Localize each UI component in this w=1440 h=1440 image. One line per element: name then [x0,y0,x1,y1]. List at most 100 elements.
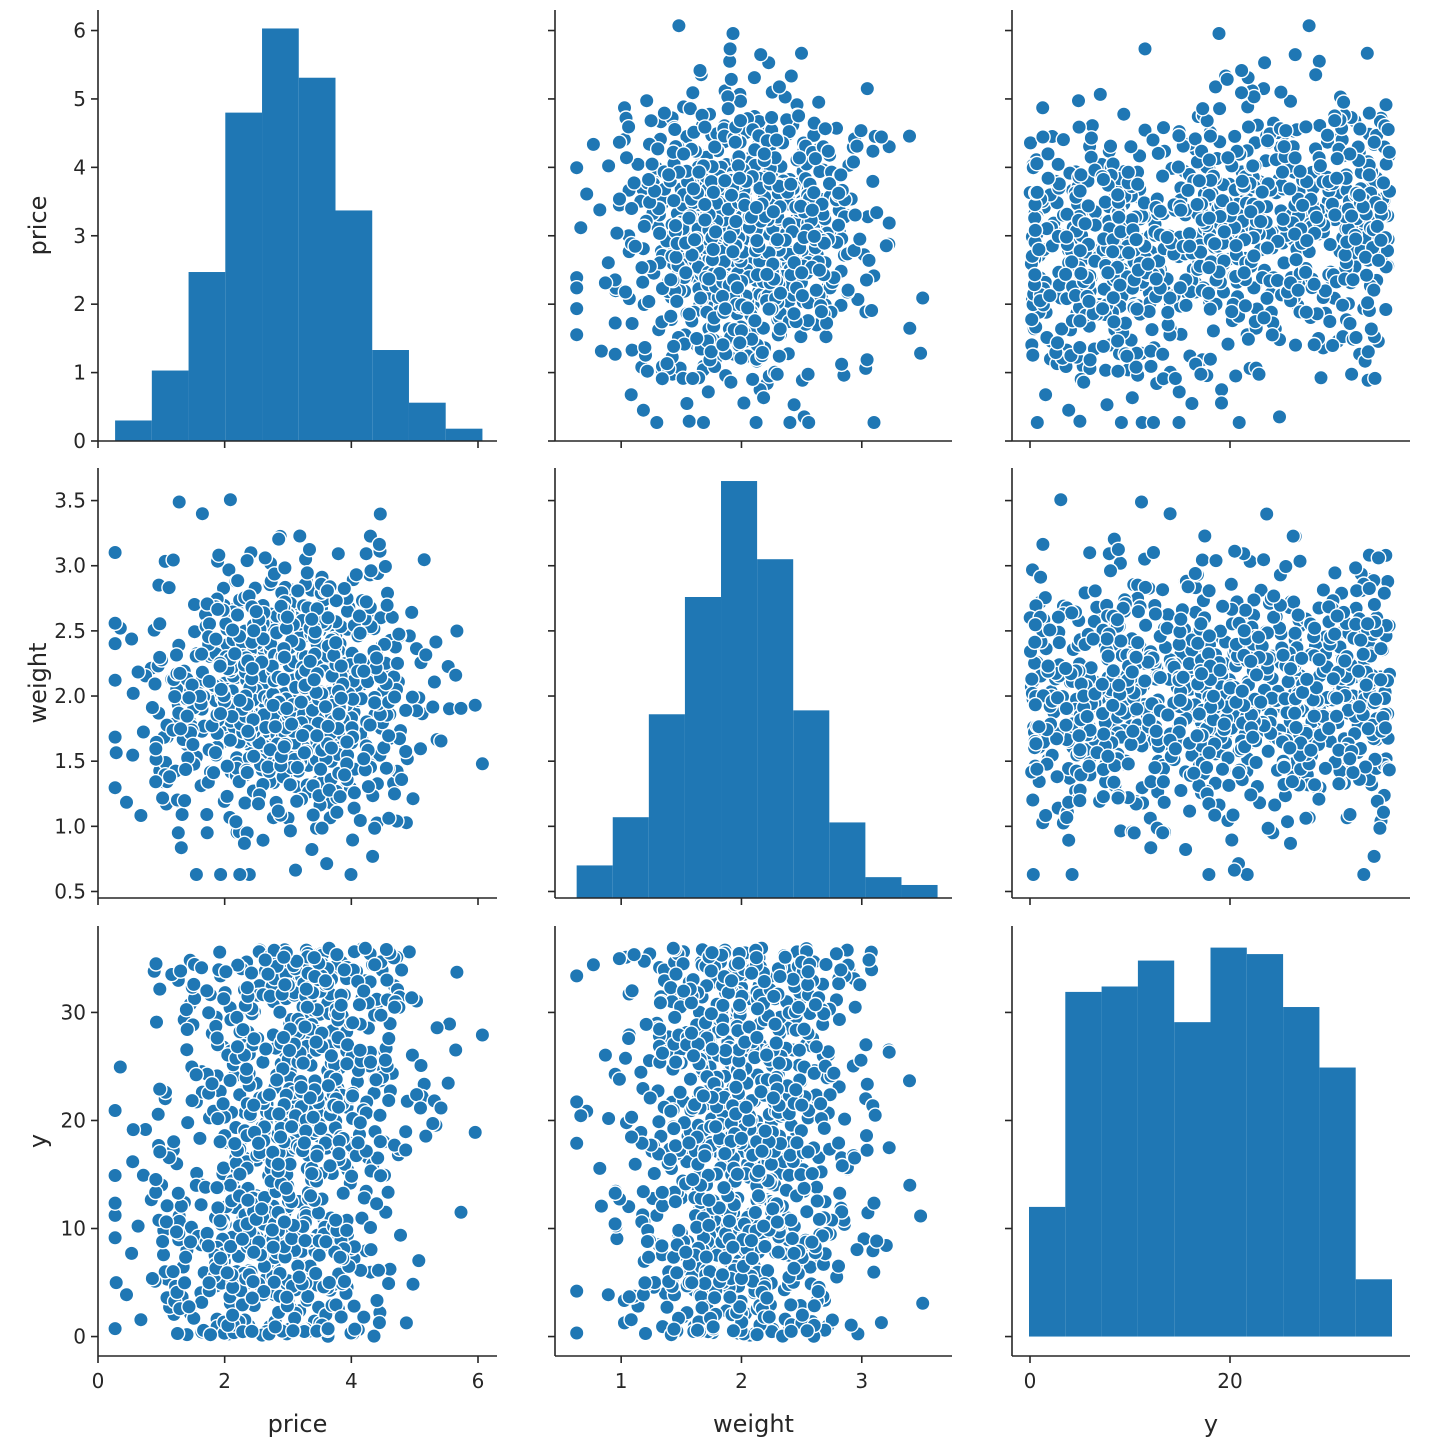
scatter-point-weight-vs-price-238 [270,531,287,547]
scatter-point-price-vs-weight-506 [914,290,931,306]
scatter-point-price-vs-weight-903 [772,285,789,302]
scatter-point-weight-vs-price-614 [147,773,164,790]
scatter-point-weight-vs-y-858 [1071,727,1088,744]
scatter-point-weight-vs-y-996 [1058,700,1075,717]
scatter-point-y-vs-price-733 [193,1196,210,1213]
scatter-point-weight-vs-price-69 [318,855,335,872]
scatter-point-price-vs-y-883 [1237,297,1254,314]
scatter-point-price-vs-weight-897 [705,184,722,201]
scatter-point-weight-vs-price-968 [279,609,296,625]
scatter-point-weight-vs-price-340 [165,552,182,568]
scatter-point-weight-vs-price-518 [107,729,124,745]
hist-bar-weight-0 [576,865,613,898]
scatter-point-weight-vs-y-892 [1355,646,1372,663]
scatter-point-price-vs-y-479 [1211,25,1227,42]
scatter-point-price-vs-weight-32 [912,345,929,362]
scatter-point-price-vs-y-938 [1335,94,1352,111]
scatter-point-weight-vs-price-611 [289,583,306,599]
scatter-point-y-vs-price-597 [243,965,260,981]
scatter-point-weight-vs-price-231 [125,685,142,702]
scatter-point-y-vs-price-609 [173,1198,190,1215]
scatter-point-weight-vs-price-32 [171,494,188,510]
scatter-point-price-vs-weight-277 [850,291,866,308]
scatter-point-price-vs-weight-632 [635,402,652,419]
scatter-point-weight-vs-y-810 [1060,832,1077,849]
scatter-point-y-vs-price-389 [392,1227,409,1244]
scatter-point-y-vs-price-507 [108,1274,125,1291]
scatter-points-weight-vs-price [107,491,491,883]
scatter-point-weight-vs-y-924 [1100,748,1116,765]
scatter-point-y-vs-price-706 [271,1004,288,1021]
scatter-point-price-vs-y-994 [1035,129,1051,145]
scatter-point-price-vs-weight-6 [648,414,665,431]
scatter-point-price-vs-weight-531 [744,371,761,388]
scatter-point-price-vs-weight-894 [686,231,703,248]
scatter-point-weight-vs-price-508 [237,795,253,811]
scatter-point-weight-vs-y-746 [1024,792,1041,808]
y-tick-label: 4 [73,155,86,179]
scatter-point-weight-vs-y-932 [1175,669,1192,686]
scatter-point-price-vs-weight-984 [748,199,765,216]
scatter-point-price-vs-weight-968 [806,228,823,245]
scatter-point-weight-vs-price-662 [474,755,491,772]
scatter-point-weight-vs-y-812 [1136,673,1153,689]
scatter-point-y-vs-price-185 [410,1252,427,1269]
hist-bar-weight-6 [793,710,830,898]
scatter-point-y-vs-price-511 [453,1204,469,1221]
scatter-point-price-vs-y-972 [1234,173,1251,190]
scatter-point-y-vs-price-654 [335,1185,352,1202]
hist-bar-weight-3 [684,597,722,898]
scatter-point-price-vs-weight-991 [705,241,722,258]
scatter-point-weight-vs-price-993 [276,560,293,576]
scatter-point-weight-vs-price-971 [275,671,292,688]
scatter-point-y-vs-price-783 [107,1167,124,1184]
scatter-point-y-vs-price-834 [200,1238,217,1254]
scatter-point-weight-vs-y-497 [1280,673,1297,690]
scatter-point-price-vs-weight-279 [783,68,800,84]
scatter-point-price-vs-y-271 [1361,105,1378,122]
scatter-point-y-vs-price-705 [352,1114,369,1131]
scatter-point-price-vs-y-82 [1256,54,1273,71]
scatter-point-price-vs-y-487 [1109,333,1126,349]
scatter-point-price-vs-y-982 [1326,112,1343,129]
scatter-point-weight-vs-y-972 [1234,683,1251,700]
scatter-point-price-vs-y-951 [1287,149,1304,166]
scatter-point-weight-vs-price-990 [270,803,287,819]
scatter-point-price-vs-y-963 [1288,251,1305,268]
scatter-point-price-vs-weight-772 [849,138,865,155]
scatter-point-y-vs-price-770 [151,1144,168,1160]
scatter-point-weight-vs-y-519 [1376,585,1393,602]
scatter-point-weight-vs-price-222 [364,848,381,865]
scatter-point-weight-vs-price-554 [426,674,443,690]
scatter-point-price-vs-y-945 [1129,176,1146,193]
scatter-point-price-vs-weight-780 [668,249,684,266]
scatter-point-price-vs-weight-696 [607,346,624,363]
scatter-point-weight-vs-y-245 [1331,775,1347,792]
scatter-point-weight-vs-y-787 [1298,810,1314,827]
scatter-point-weight-vs-y-789 [1275,647,1292,664]
scatter-point-weight-vs-price-620 [348,566,365,583]
y-tick-label: 2 [73,292,86,316]
scatter-point-weight-vs-price-907 [171,665,188,682]
scatter-point-weight-vs-y-396 [1221,777,1237,794]
scatter-point-weight-vs-y-645 [1049,768,1066,785]
scatter-point-weight-vs-price-787 [380,810,397,827]
scatter-point-weight-vs-price-501 [107,544,124,561]
scatter-point-price-vs-y-729 [1170,159,1187,175]
scatter-point-weight-vs-price-826 [299,565,316,581]
scatter-point-weight-vs-price-995 [333,658,350,674]
scatter-point-price-vs-weight-990 [627,238,644,255]
scatter-point-y-vs-price-871 [336,1273,353,1290]
scatter-point-price-vs-weight-950 [662,271,679,288]
scatter-point-weight-vs-price-802 [177,761,194,778]
scatter-point-price-vs-y-849 [1259,290,1275,307]
scatter-point-y-vs-price-82 [440,1075,457,1092]
scatter-point-price-vs-y-956 [1225,200,1241,217]
scatter-point-price-vs-weight-749 [772,321,789,337]
scatter-point-weight-vs-y-998 [1201,744,1218,761]
scatter-point-price-vs-weight-768 [727,134,744,151]
scatter-point-price-vs-y-838 [1194,100,1211,117]
scatter-point-price-vs-weight-975 [717,300,734,317]
scatter-point-weight-vs-y-831 [1367,691,1384,708]
